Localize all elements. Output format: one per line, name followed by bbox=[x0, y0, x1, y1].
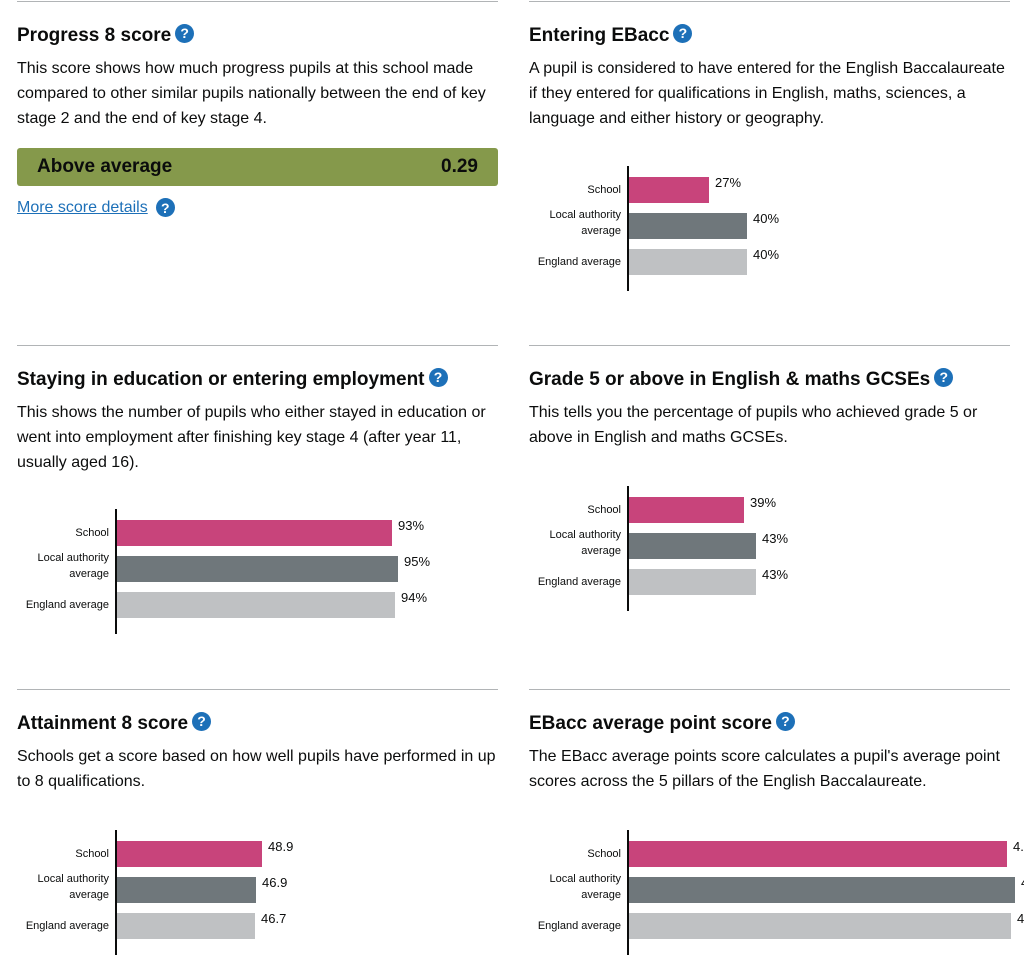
bar-value-school: 4.02 bbox=[1013, 839, 1024, 854]
chart-axis bbox=[627, 486, 629, 611]
help-icon[interactable]: ? bbox=[934, 367, 954, 387]
attainment-8-description: Schools get a score based on how well pu… bbox=[17, 748, 496, 790]
staying-in-education-title-text: Staying in education or entering employm… bbox=[17, 369, 425, 390]
chart-axis bbox=[627, 166, 629, 291]
ebacc-aps-title: EBacc average point score ? bbox=[529, 711, 795, 736]
bar-school bbox=[629, 841, 1007, 867]
bar-value-local-authority-average: 40% bbox=[753, 211, 780, 226]
progress-8-score-value: 0.29 bbox=[441, 156, 478, 177]
progress-8-panel: Progress 8 score ? This score shows how … bbox=[17, 1, 498, 332]
bar-local-authority-average bbox=[629, 213, 747, 239]
entering-ebacc-title: Entering EBacc ? bbox=[529, 23, 693, 48]
bar-england-average bbox=[629, 569, 756, 595]
progress-8-description: This score shows how much progress pupil… bbox=[17, 60, 486, 127]
ebacc-aps-chart: School 4.02 Local authority average 4.11 Eng… bbox=[529, 830, 1024, 960]
bar-value-england-average: 43% bbox=[762, 567, 789, 582]
bar-label-school: School bbox=[587, 184, 621, 196]
bar-local-authority-average bbox=[117, 556, 398, 582]
progress-8-title-text: Progress 8 score bbox=[17, 25, 172, 46]
bar-value-local-authority-average: 43% bbox=[762, 531, 789, 546]
chart-axis bbox=[115, 830, 117, 955]
grade-5-title: Grade 5 or above in English & maths GCSE… bbox=[529, 367, 954, 392]
bar-local-authority-average bbox=[117, 877, 256, 903]
bar-england-average bbox=[629, 913, 1011, 939]
more-score-details: More score details ? bbox=[17, 198, 175, 217]
help-icon[interactable]: ? bbox=[175, 23, 195, 43]
bar-label-school: School bbox=[75, 848, 109, 860]
more-score-details-link[interactable]: More score details bbox=[17, 198, 148, 216]
staying-in-education-panel: Staying in education or entering employm… bbox=[17, 345, 498, 676]
ebacc-aps-description: The EBacc average points score calculate… bbox=[529, 748, 1000, 790]
attainment-8-panel: Attainment 8 score ? Schools get a score… bbox=[17, 689, 498, 972]
staying-in-education-description: This shows the number of pupils who eith… bbox=[17, 404, 486, 471]
bar-label-england-average: England average bbox=[25, 599, 109, 611]
bar-label-england-average: England average bbox=[537, 576, 621, 588]
grade-5-chart: School 39% Local authority average 43% Engla… bbox=[529, 486, 1010, 616]
bar-value-local-authority-average: 95% bbox=[404, 554, 431, 569]
bar-value-local-authority-average: 4.11 bbox=[1021, 875, 1024, 890]
grade-5-title-text: Grade 5 or above in English & maths GCSE… bbox=[529, 369, 931, 390]
bar-value-school: 93% bbox=[398, 518, 425, 533]
bar-label-england-average: England average bbox=[25, 920, 109, 932]
ebacc-aps-title-text: EBacc average point score bbox=[529, 713, 772, 734]
help-icon[interactable]: ? bbox=[775, 711, 795, 731]
bar-school bbox=[629, 177, 709, 203]
progress-8-band: Above average bbox=[37, 156, 173, 177]
bar-label-local-authority-average: Local authority average bbox=[37, 873, 109, 901]
bar-england-average bbox=[117, 913, 255, 939]
progress-8-title: Progress 8 score ? bbox=[17, 23, 195, 48]
entering-ebacc-chart: School 27% Local authority average 40% Engla… bbox=[529, 166, 1010, 296]
entering-ebacc-description: A pupil is considered to have entered fo… bbox=[529, 60, 1005, 127]
chart-axis bbox=[115, 509, 117, 634]
bar-label-local-authority-average: Local authority average bbox=[549, 529, 621, 557]
bar-label-local-authority-average: Local authority average bbox=[549, 873, 621, 901]
help-icon[interactable]: ? bbox=[428, 367, 448, 387]
bar-label-local-authority-average: Local authority average bbox=[549, 209, 621, 237]
entering-ebacc-title-text: Entering EBacc bbox=[529, 25, 670, 46]
bar-england-average bbox=[117, 592, 395, 618]
bar-label-local-authority-average: Local authority average bbox=[37, 552, 109, 580]
attainment-8-title: Attainment 8 score ? bbox=[17, 711, 212, 736]
bar-school bbox=[629, 497, 744, 523]
bar-label-school: School bbox=[75, 527, 109, 539]
staying-in-education-chart: School 93% Local authority average 95% Engla… bbox=[17, 509, 498, 639]
bar-value-local-authority-average: 46.9 bbox=[262, 875, 288, 890]
ebacc-aps-panel: EBacc average point score ? The EBacc av… bbox=[529, 689, 1024, 972]
bar-label-england-average: England average bbox=[537, 256, 621, 268]
grade-5-description: This tells you the percentage of pupils … bbox=[529, 404, 978, 446]
attainment-8-title-text: Attainment 8 score bbox=[17, 713, 189, 734]
bar-value-england-average: 46.7 bbox=[261, 911, 287, 926]
bar-value-school: 27% bbox=[715, 175, 742, 190]
bar-label-school: School bbox=[587, 504, 621, 516]
bar-value-school: 48.9 bbox=[268, 839, 294, 854]
attainment-8-chart: School 48.9 Local authority average 46.9 Eng… bbox=[17, 830, 498, 960]
bar-school bbox=[117, 520, 392, 546]
progress-8-score-banner: Above average 0.29 bbox=[17, 148, 498, 186]
bar-local-authority-average bbox=[629, 533, 756, 559]
help-icon[interactable]: ? bbox=[192, 711, 212, 731]
staying-in-education-title: Staying in education or entering employm… bbox=[17, 367, 448, 392]
bar-value-england-average: 4.07 bbox=[1017, 911, 1024, 926]
bar-label-england-average: England average bbox=[537, 920, 621, 932]
chart-axis bbox=[627, 830, 629, 955]
bar-value-england-average: 40% bbox=[753, 247, 780, 262]
bar-value-school: 39% bbox=[750, 495, 777, 510]
bar-label-school: School bbox=[587, 848, 621, 860]
entering-ebacc-panel: Entering EBacc ? A pupil is considered t… bbox=[529, 1, 1010, 332]
help-icon[interactable]: ? bbox=[155, 198, 175, 217]
bar-value-england-average: 94% bbox=[401, 590, 428, 605]
bar-local-authority-average bbox=[629, 877, 1015, 903]
grade-5-panel: Grade 5 or above in English & maths GCSE… bbox=[529, 345, 1010, 676]
bar-england-average bbox=[629, 249, 747, 275]
help-icon[interactable]: ? bbox=[673, 23, 693, 43]
bar-school bbox=[117, 841, 262, 867]
